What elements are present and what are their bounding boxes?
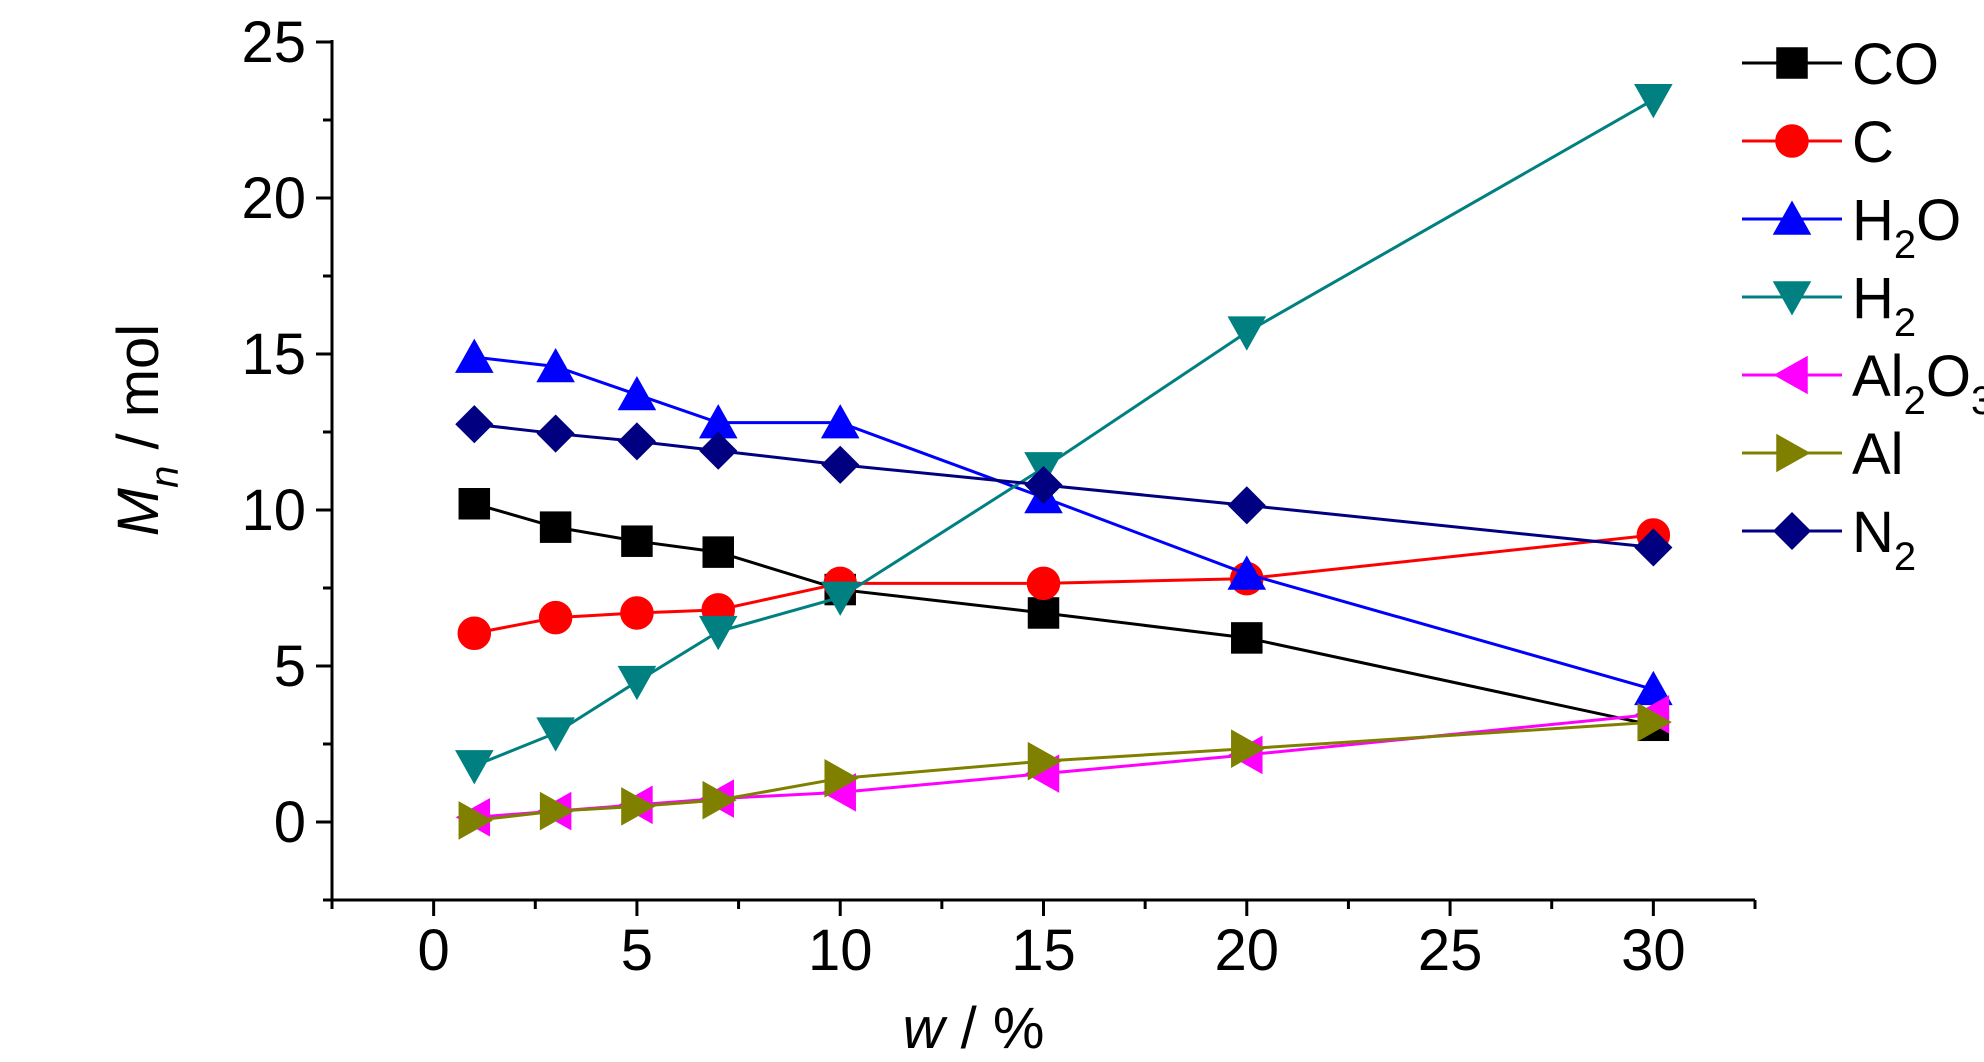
legend-marker (1776, 47, 1808, 79)
data-point-al (621, 787, 656, 826)
data-point-h2 (617, 665, 657, 701)
data-point-h2o (617, 376, 657, 411)
series-line-h2o (474, 355, 1654, 691)
legend-marker (1776, 433, 1811, 473)
x-tick-label: 10 (808, 918, 873, 983)
data-point-al (539, 791, 575, 831)
legend-item-h2: H2 (1742, 266, 1916, 345)
series-layer (455, 83, 1673, 840)
legend-item-co: CO (1742, 32, 1939, 97)
data-point-n2 (1227, 486, 1266, 525)
x-axis-title: w / % (903, 996, 1045, 1061)
series-h2 (455, 83, 1673, 785)
axes: 0 5 10 15 20 25 30 0 5 10 15 20 25 (241, 10, 1757, 983)
y-tick-label: 10 (241, 478, 306, 543)
data-point-h2 (455, 750, 494, 785)
legend-marker (1772, 281, 1812, 316)
data-point-co (1231, 622, 1263, 654)
series-n2 (455, 405, 1673, 567)
legend-marker (1772, 200, 1812, 235)
legend-item-h2o: H2O (1742, 188, 1961, 267)
legend-marker (1773, 355, 1808, 395)
data-point-n2 (1634, 528, 1673, 567)
y-tick-label: 15 (241, 322, 306, 387)
data-point-h2o (820, 404, 860, 439)
data-point-h2 (698, 615, 738, 651)
legend-label: CO (1852, 32, 1939, 97)
data-point-h2 (1634, 83, 1673, 119)
data-point-c (1026, 566, 1061, 601)
data-point-al (1027, 741, 1063, 781)
legend-marker (1772, 511, 1812, 551)
data-point-n2 (1024, 465, 1063, 505)
data-point-co (458, 488, 491, 520)
legend-label: H2O (1852, 188, 1961, 267)
x-tick-label: 0 (418, 918, 450, 983)
data-point-h2 (1227, 316, 1267, 351)
data-point-co (539, 511, 572, 543)
data-point-n2 (699, 431, 738, 470)
data-point-al (1637, 702, 1672, 742)
legend-item-al: Al (1742, 422, 1904, 487)
data-point-c (457, 616, 492, 650)
data-point-al (1231, 729, 1266, 768)
x-tick-label: 30 (1621, 918, 1686, 983)
x-tick-label: 15 (1011, 918, 1076, 983)
x-tick-label: 20 (1215, 918, 1280, 983)
legend-label: N2 (1852, 500, 1916, 579)
x-tick-label: 5 (621, 918, 653, 983)
data-point-c (538, 600, 573, 635)
series-al (458, 702, 1672, 840)
data-point-al (458, 801, 493, 840)
data-point-n2 (617, 422, 656, 461)
data-point-co (1027, 597, 1060, 629)
x-tick-label: 25 (1418, 918, 1483, 983)
data-point-n2 (536, 414, 575, 453)
y-tick-label: 5 (274, 634, 306, 699)
data-point-h2o (536, 347, 575, 383)
y-axis-title: Mn / mol (106, 324, 187, 536)
y-tick-label: 20 (241, 166, 306, 231)
legend-item-al2o3: Al2O3 (1742, 344, 1984, 423)
legend-label: C (1852, 110, 1894, 175)
legend-marker (1775, 124, 1809, 158)
data-point-h2 (536, 717, 575, 752)
series-h2o (455, 338, 1673, 706)
legend-item-n2: N2 (1742, 500, 1916, 579)
legend-label: Al (1852, 422, 1904, 487)
legend-label: H2 (1852, 266, 1916, 345)
y-tick-label: 0 (274, 790, 306, 855)
data-point-al (824, 759, 859, 798)
legend-label: Al2O3 (1852, 344, 1984, 423)
data-point-co (621, 525, 653, 557)
data-point-h2o (1227, 555, 1267, 590)
axis-titles: w / % Mn / mol (106, 324, 1044, 1061)
y-tick-label: 25 (241, 10, 306, 75)
data-point-co (702, 536, 734, 568)
data-point-al (702, 780, 737, 820)
data-point-h2 (820, 581, 860, 616)
data-point-h2o (455, 338, 494, 373)
data-point-c (620, 596, 654, 630)
legend-item-c: C (1742, 110, 1894, 175)
data-point-n2 (821, 445, 860, 484)
data-point-n2 (455, 405, 494, 444)
